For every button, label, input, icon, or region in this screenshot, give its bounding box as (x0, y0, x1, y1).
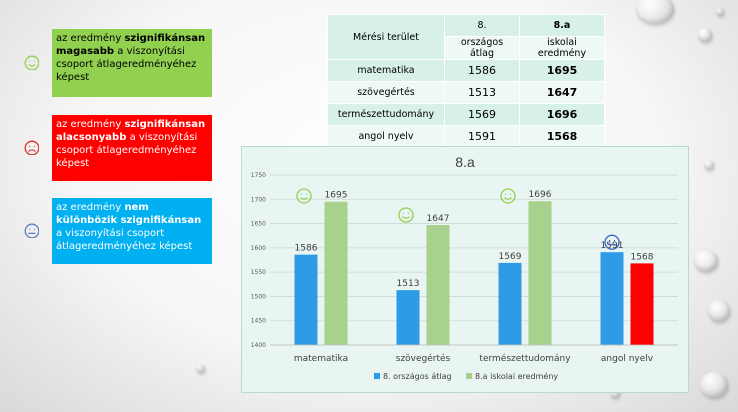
table-header-national: 8. (444, 14, 520, 37)
y-tick-label: 1450 (251, 318, 266, 325)
data-label: 1568 (631, 252, 654, 262)
table-subheader-class: iskolai eredmény (519, 36, 605, 60)
bar-class (426, 225, 450, 345)
water-drop (610, 388, 620, 398)
water-drop (636, 0, 674, 24)
legend-box-sad: az eredmény szignifikánsan alacsonyabb a… (52, 115, 212, 181)
neutral-face-icon (604, 234, 620, 250)
table-header-class: 8.a (519, 14, 605, 37)
legend-label: 8. országos átlag (383, 372, 452, 381)
legend-text: szignifikánsan magasabb (56, 33, 206, 57)
table-row: angol nyelv 1591 1568 (327, 125, 605, 148)
legend-swatch (466, 373, 472, 379)
neutral-face-icon (24, 223, 39, 238)
water-drop (700, 372, 728, 398)
bar-class (324, 201, 348, 345)
table-cell-class: 1696 (519, 103, 605, 126)
table-cell-national: 1586 (444, 59, 520, 82)
bar-class (630, 263, 654, 345)
table-row: szövegértés 1513 1647 (327, 81, 605, 104)
bar-national (498, 262, 522, 345)
smile-face-icon (296, 188, 312, 204)
x-tick-label: angol nyelv (601, 354, 654, 364)
x-tick-label: szövegértés (396, 353, 451, 364)
table-cell-class: 1695 (519, 59, 605, 82)
y-tick-label: 1650 (251, 221, 266, 228)
y-tick-label: 1600 (251, 245, 266, 252)
water-drop (716, 8, 724, 16)
smile-face-icon (500, 188, 516, 204)
legend-label: 8.a iskolai eredmény (475, 371, 558, 381)
legend-text: szignifikánsan alacsonyabb (56, 119, 206, 143)
data-label: 1695 (325, 191, 348, 201)
table-cell-area: szövegértés (327, 81, 445, 104)
data-label: 1696 (529, 190, 552, 200)
bar-national (294, 254, 318, 345)
legend-text: nem különbözik szignifikánsan (56, 202, 202, 226)
legend-text: a viszonyítási csoport átlageredményéhez… (56, 46, 197, 83)
legend-smile-icon (24, 55, 39, 70)
legend-text: az eredmény (56, 202, 125, 213)
table-header-area: Mérési terület (327, 14, 445, 60)
table-cell-area: matematika (327, 59, 445, 82)
table-cell-area: angol nyelv (327, 125, 445, 148)
water-drop (704, 160, 714, 170)
y-tick-label: 1700 (251, 196, 266, 203)
y-tick-label: 1750 (251, 172, 266, 179)
bar-chart-panel: 8.a 1400 1450 1500 1550 1600 1650 1700 1750 1586 1… (241, 146, 689, 393)
table-cell-class: 1647 (519, 81, 605, 104)
chart-title: 8.a (455, 154, 475, 170)
water-drop (698, 28, 712, 42)
y-tick-label: 1400 (251, 342, 266, 349)
data-label: 1591 (601, 241, 624, 251)
data-label: 1586 (295, 244, 318, 254)
water-drop (196, 364, 205, 373)
y-tick-label: 1550 (251, 269, 266, 276)
table-cell-national: 1513 (444, 81, 520, 104)
legend-text: az eredmény (56, 33, 125, 44)
bar-chart: 8.a 1400 1450 1500 1550 1600 1650 1700 1750 1586 1… (251, 154, 678, 381)
bar-national (396, 290, 420, 345)
legend-box-smile: az eredmény szignifikánsan magasabb a vi… (52, 29, 212, 97)
table-cell-national: 1591 (444, 125, 520, 148)
smile-face-icon (24, 55, 39, 70)
legend-sad-icon (24, 140, 39, 155)
data-label: 1647 (427, 214, 450, 224)
bar-national (600, 252, 624, 345)
table-row: természettudomány 1569 1696 (327, 103, 605, 126)
legend-neutral-icon (24, 223, 39, 238)
legend-text: a viszonyítási csoport átlageredményéhez… (56, 228, 193, 252)
results-table: Mérési terület 8. 8.a országos átlag isk… (327, 14, 605, 148)
table-subheader-national: országos átlag (444, 36, 520, 60)
sad-face-icon (24, 140, 39, 155)
bar-class (528, 201, 552, 345)
table-cell-national: 1569 (444, 103, 520, 126)
legend-swatch (374, 373, 380, 379)
legend-text: a viszonyítási csoport átlageredményéhez… (56, 132, 198, 169)
table-row: matematika 1586 1695 (327, 59, 605, 82)
water-drop (708, 300, 730, 322)
data-label: 1513 (397, 279, 420, 289)
y-tick-label: 1500 (251, 293, 266, 300)
data-label: 1569 (499, 252, 522, 262)
smile-face-icon (398, 207, 414, 223)
legend-text: az eredmény (56, 119, 125, 130)
table-cell-class: 1568 (519, 125, 605, 148)
table-cell-area: természettudomány (327, 103, 445, 126)
x-tick-label: természettudomány (479, 353, 571, 364)
water-drop (694, 250, 718, 272)
x-tick-label: matematika (294, 354, 348, 364)
legend-box-neutral: az eredmény nem különbözik szignifikánsa… (52, 198, 212, 264)
